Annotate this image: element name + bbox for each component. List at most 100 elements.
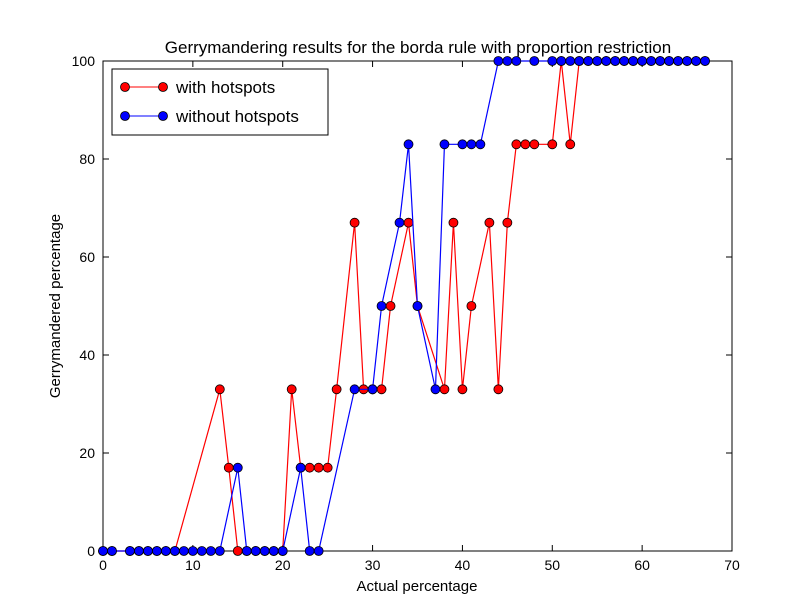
legend-frame [111,68,329,136]
data-point-with-hotspots [385,301,396,311]
x-tick-label: 30 [365,557,381,573]
data-point-without-hotspots [439,139,450,150]
data-point-without-hotspots [349,384,360,395]
x-tick-label: 60 [634,557,650,573]
data-point-with-hotspots [547,139,558,150]
y-axis: 0 20 40 60 80 100 [72,53,732,559]
data-point-without-hotspots [187,546,198,556]
y-tick-label: 100 [72,53,96,69]
x-tick-label: 50 [544,557,560,573]
data-point-without-hotspots [502,56,513,66]
data-point-without-hotspots [646,56,657,66]
data-point-without-hotspots [556,56,567,66]
data-point-without-hotspots [376,301,387,311]
legend-marker-with-hotspots [158,82,168,92]
data-point-without-hotspots [511,56,522,66]
data-point-without-hotspots [205,546,216,556]
data-point-without-hotspots [178,546,189,556]
data-point-with-hotspots [304,462,315,473]
data-point-without-hotspots [466,139,477,150]
data-point-with-hotspots [448,217,459,228]
data-point-without-hotspots [403,139,414,150]
data-point-with-hotspots [493,384,504,395]
data-point-without-hotspots [143,546,153,556]
data-point-without-hotspots [152,546,162,556]
data-point-without-hotspots [529,56,540,66]
data-point-without-hotspots [134,546,144,556]
data-point-without-hotspots [313,546,324,556]
y-tick-label: 80 [79,151,95,167]
data-point-without-hotspots [412,301,423,311]
data-point-without-hotspots [160,546,171,556]
y-tick-label: 0 [87,543,95,559]
data-point-with-hotspots [349,217,360,228]
data-point-without-hotspots [250,546,261,556]
data-point-without-hotspots [700,56,710,66]
data-point-without-hotspots [619,56,630,66]
data-point-with-hotspots [223,462,234,473]
legend: with hotspots without hotspots [111,68,329,136]
x-axis: 0 10 20 30 40 50 60 70 [99,61,740,573]
data-point-with-hotspots [484,217,495,228]
series-layer [98,56,710,556]
data-point-with-hotspots [403,217,414,228]
data-point-without-hotspots [574,56,585,66]
data-point-without-hotspots [493,56,504,66]
data-point-without-hotspots [664,56,674,66]
legend-marker-with-hotspots [120,82,130,92]
data-point-without-hotspots [610,56,621,66]
data-point-with-hotspots [313,462,324,473]
data-point-without-hotspots [304,546,315,556]
data-point-without-hotspots [592,56,603,66]
data-point-without-hotspots [214,546,225,556]
data-point-with-hotspots [376,384,387,395]
x-tick-label: 40 [455,557,471,573]
data-point-with-hotspots [457,384,468,395]
legend-marker-without-hotspots [120,111,130,121]
axes-frame [102,60,733,552]
plot-area [102,60,733,552]
data-point-with-hotspots [286,384,297,395]
data-point-without-hotspots [475,139,486,150]
data-point-with-hotspots [322,462,333,473]
data-point-without-hotspots [430,384,441,395]
x-tick-label: 20 [275,557,291,573]
y-tick-label: 40 [79,347,95,363]
legend-marker-without-hotspots [158,111,168,121]
data-point-with-hotspots [520,139,531,150]
data-point-with-hotspots [565,139,576,150]
chart-title: Gerrymandering results for the borda rul… [165,38,671,57]
x-tick-label: 70 [724,557,740,573]
data-point-without-hotspots [107,546,117,556]
data-point-with-hotspots [502,217,513,228]
data-point-without-hotspots [394,217,405,228]
data-point-with-hotspots [439,384,450,395]
data-point-without-hotspots [241,546,252,556]
data-point-without-hotspots [565,56,576,66]
y-tick-label: 20 [79,445,95,461]
data-point-without-hotspots [259,546,270,556]
x-axis-label: Actual percentage [357,578,478,595]
data-point-without-hotspots [547,56,558,66]
data-point-without-hotspots [367,384,378,395]
data-point-with-hotspots [511,139,522,150]
data-point-without-hotspots [295,462,306,473]
data-point-without-hotspots [232,462,243,473]
data-point-without-hotspots [628,56,639,66]
data-point-without-hotspots [125,546,135,556]
legend-label-without-hotspots: without hotspots [175,107,299,126]
data-point-without-hotspots [268,546,279,556]
data-point-without-hotspots [637,56,648,66]
data-point-without-hotspots [655,56,666,66]
data-point-without-hotspots [601,56,612,66]
data-point-with-hotspots [331,384,342,395]
x-tick-label: 0 [99,557,107,573]
data-point-without-hotspots [277,546,288,556]
y-axis-label: Gerrymandered percentage [47,214,64,398]
data-point-with-hotspots [466,301,477,311]
data-point-without-hotspots [169,546,180,556]
data-point-without-hotspots [583,56,594,66]
data-point-without-hotspots [673,56,683,66]
data-point-without-hotspots [682,56,692,66]
